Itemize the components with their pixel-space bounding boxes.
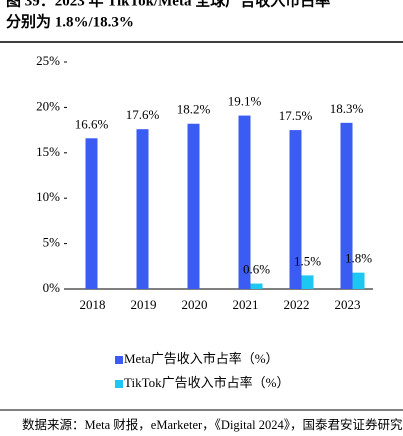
bar bbox=[85, 138, 98, 289]
bar bbox=[340, 122, 353, 289]
bar bbox=[352, 272, 365, 289]
bar bbox=[301, 275, 314, 289]
x-tick-label: 2019 bbox=[131, 297, 157, 312]
value-label: 1.5% bbox=[294, 253, 321, 268]
x-tick-label: 2021 bbox=[233, 297, 259, 312]
value-label: 18.3% bbox=[330, 101, 364, 116]
bar bbox=[289, 130, 302, 289]
y-tick-label: 5% bbox=[43, 235, 61, 250]
y-tick-label: 20% bbox=[36, 98, 60, 113]
y-tick-label: 10% bbox=[36, 189, 60, 204]
value-label: 17.6% bbox=[126, 107, 160, 122]
value-label: 18.2% bbox=[177, 102, 211, 117]
x-tick-label: 2022 bbox=[284, 297, 310, 312]
x-tick-label: 2020 bbox=[182, 297, 208, 312]
chart-title: 图 39：2023 年 TikTok/Meta 全球广告收入市占率 bbox=[6, 0, 330, 9]
bar bbox=[187, 123, 200, 289]
bar bbox=[238, 115, 251, 290]
bar bbox=[250, 283, 263, 289]
y-tick-label: 0% bbox=[43, 280, 61, 295]
value-label: 17.5% bbox=[279, 108, 313, 123]
legend-label: TikTok广告收入市占率（%） bbox=[124, 375, 289, 390]
x-tick-label: 2023 bbox=[335, 297, 361, 312]
y-tick-label: 15% bbox=[36, 144, 60, 159]
chart-title: 分别为 1.8%/18.3% bbox=[6, 12, 134, 30]
source: 数据来源：Meta 财报，eMarketer，《Digital 2024》，国泰… bbox=[22, 417, 403, 432]
value-label: 19.1% bbox=[228, 94, 262, 109]
value-label: 1.8% bbox=[345, 251, 372, 266]
value-label: 0.6% bbox=[243, 262, 270, 277]
legend-swatch bbox=[115, 380, 123, 388]
y-tick-label: 25% bbox=[36, 53, 60, 68]
legend-label: Meta广告收入市占率（%） bbox=[124, 351, 279, 366]
value-label: 16.6% bbox=[75, 116, 109, 131]
legend-swatch bbox=[115, 356, 123, 364]
x-tick-label: 2018 bbox=[80, 297, 106, 312]
bar bbox=[136, 129, 149, 289]
